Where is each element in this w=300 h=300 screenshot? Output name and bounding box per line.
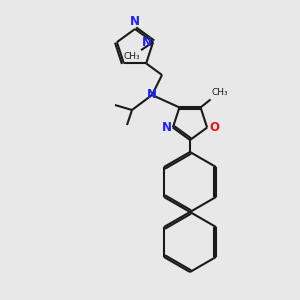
Text: O: O <box>209 121 219 134</box>
Text: N: N <box>142 36 152 49</box>
Text: N: N <box>162 121 172 134</box>
Text: N: N <box>147 88 157 101</box>
Text: CH₃: CH₃ <box>212 88 228 98</box>
Text: CH₃: CH₃ <box>123 52 140 61</box>
Text: N: N <box>130 15 140 28</box>
